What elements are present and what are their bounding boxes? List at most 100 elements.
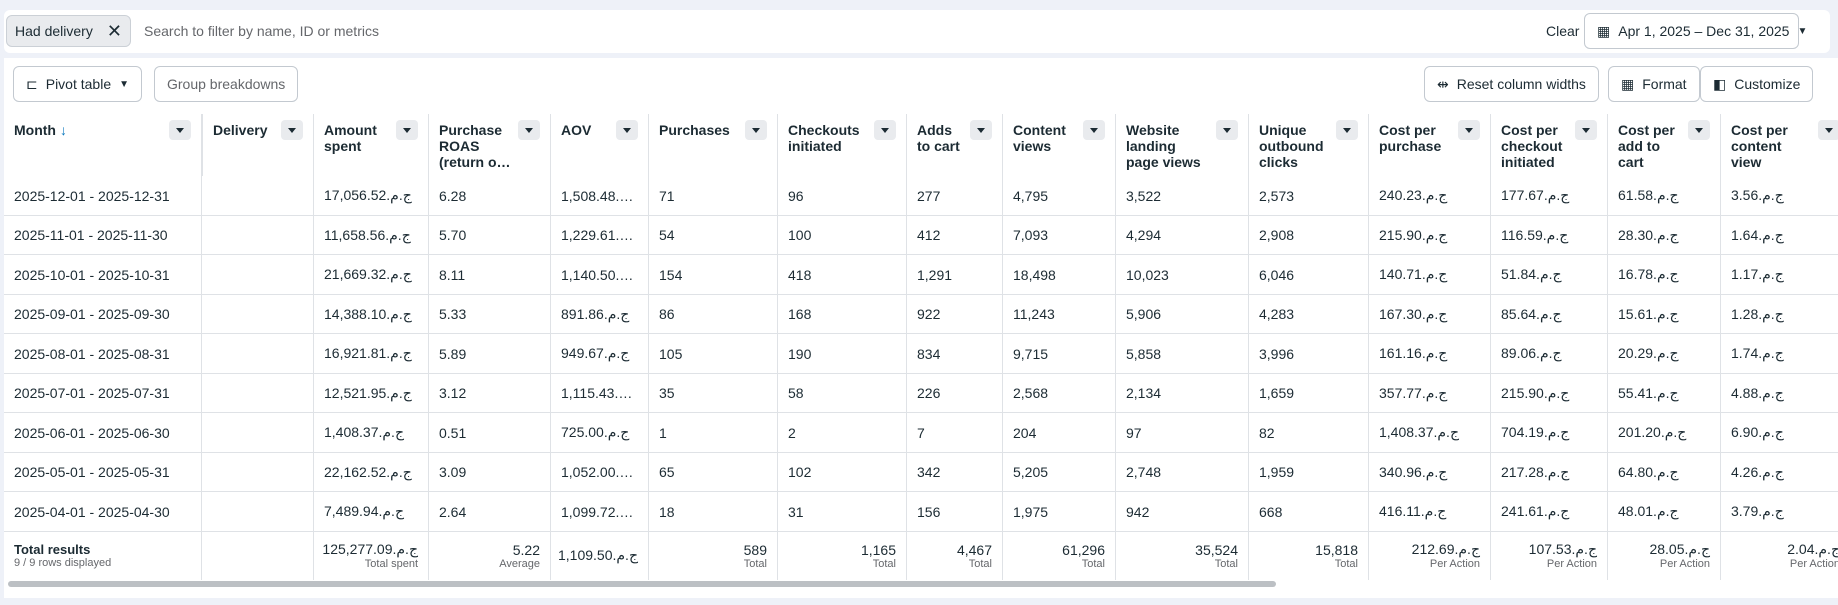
table-cell: 6.28 [429, 176, 551, 216]
column-menu[interactable] [970, 120, 992, 140]
header-label: AOV [561, 122, 592, 138]
column-menu[interactable] [1083, 120, 1105, 140]
total-cell: 107.53.ج.م Per Action [1491, 531, 1608, 580]
table-cell: 725.00.ج.م [551, 413, 649, 453]
total-value: 4,467 [956, 541, 992, 558]
delivery-cell [202, 492, 314, 532]
column-menu[interactable] [169, 120, 191, 140]
delivery-cell [202, 215, 314, 255]
column-menu[interactable] [1575, 120, 1597, 140]
total-label: Total [1214, 557, 1238, 570]
table-cell: 31 [778, 492, 907, 532]
table-cell: 177.67.ج.م [1491, 176, 1608, 216]
table-cell: 6.90.ج.م [1721, 413, 1838, 453]
table-cell: 105 [649, 334, 778, 374]
header-label: Delivery [213, 122, 268, 138]
total-cell: 125,277.09.ج.م Total spent [314, 531, 429, 580]
column-menu[interactable] [1688, 120, 1710, 140]
column-menu[interactable] [616, 120, 638, 140]
column-header: Unique outbound clicks [1249, 114, 1369, 176]
table-cell: 102 [778, 452, 907, 492]
table-cell: 2 [778, 413, 907, 453]
table-cell: 2025-11-01 - 2025-11-30 [4, 215, 202, 255]
total-cell: 61,296 Total [1003, 531, 1116, 580]
total-label: Total [968, 557, 992, 570]
table-cell: 161.16.ج.م [1369, 334, 1491, 374]
delivery-cell [202, 334, 314, 374]
column-menu[interactable] [1458, 120, 1480, 140]
label: Reset column widths [1456, 76, 1586, 92]
clear-button[interactable]: Clear [1546, 23, 1580, 39]
table-row [4, 413, 1838, 453]
table-cell: 7,489.94.ج.م [314, 492, 429, 532]
icon: ▦ [1621, 75, 1635, 92]
column-menu[interactable] [745, 120, 767, 140]
table-cell: 204 [1003, 413, 1116, 453]
table-cell: 668 [1249, 492, 1369, 532]
table-cell: 2025-10-01 - 2025-10-31 [4, 255, 202, 295]
caret: ▼ [119, 78, 130, 90]
scrollbar[interactable] [8, 581, 1276, 587]
table-cell: 64.80.ج.م [1608, 452, 1721, 492]
header-label: Content views [1013, 122, 1066, 154]
label: Format [1642, 76, 1687, 92]
total-value: 2.04.ج.م [1787, 541, 1838, 557]
table-cell: 357.77.ج.م [1369, 373, 1491, 413]
total-label: Total [1081, 557, 1105, 570]
table-cell: 6,046 [1249, 255, 1369, 295]
table-cell: 5.70 [429, 215, 551, 255]
filter-chip[interactable]: Had delivery ✕ [6, 15, 131, 47]
table-cell: 21,669.32.ج.م [314, 255, 429, 295]
table-row [4, 255, 1838, 295]
table-cell: 1.28.ج.م [1721, 295, 1838, 335]
table-cell: 1,959 [1249, 452, 1369, 492]
table-cell: 2,568 [1003, 373, 1116, 413]
column-menu[interactable] [396, 120, 418, 140]
table-cell: 1,408.37.ج.م [1369, 413, 1491, 453]
table-cell: 4,283 [1249, 294, 1369, 334]
column-menu[interactable] [874, 120, 896, 140]
chip-close[interactable]: ✕ [106, 20, 122, 41]
total-value: 1,165 [860, 541, 896, 558]
table-cell: 11,658.56.ج.م [314, 215, 429, 255]
table-cell: 82 [1249, 413, 1369, 453]
column-header: Website landing page views [1116, 114, 1249, 176]
table-cell: 17,056.52.ج.م [314, 176, 429, 216]
column-menu[interactable] [281, 120, 303, 140]
table-row [4, 216, 1838, 255]
table-cell: 5.33 [429, 294, 551, 334]
total-title: Total results [14, 542, 91, 557]
column-menu[interactable] [1216, 120, 1238, 140]
header-label: Cost per checkout initiated [1501, 122, 1563, 170]
customize-button[interactable]: ◧ Customize [1700, 66, 1814, 102]
total-label: Average [499, 557, 540, 570]
format-button[interactable]: ▦ Format [1608, 66, 1700, 102]
table-cell: 704.19.ج.م [1491, 413, 1608, 453]
pivot-button[interactable]: ⊏ Pivot table ▼ [13, 66, 143, 102]
search-input[interactable]: Search to filter by name, ID or metrics [144, 23, 379, 39]
table-cell: 167.30.ج.م [1369, 294, 1491, 334]
table-cell: 20.29.ج.م [1608, 334, 1721, 374]
total-label: Total [872, 557, 896, 570]
header-label: Cost per add to cart [1618, 122, 1675, 170]
table-cell: 342 [907, 452, 1003, 492]
table-cell: 154 [649, 255, 778, 295]
table-cell: 5.89 [429, 334, 551, 374]
table-cell: 2025-07-01 - 2025-07-31 [4, 373, 202, 413]
group-button[interactable]: Group breakdowns [154, 66, 299, 102]
table-cell: 1,229.61.… [551, 215, 649, 255]
reset-button[interactable]: ⇹ Reset column widths [1424, 66, 1599, 102]
column-menu[interactable] [1336, 120, 1358, 140]
delivery-cell [202, 413, 314, 453]
date-picker[interactable]: ▦ Apr 1, 2025 – Dec 31, 2025 ▼ [1584, 13, 1807, 49]
column-menu[interactable] [518, 120, 540, 140]
table-cell: 277 [907, 176, 1003, 216]
header-label: Checkouts initiated [788, 122, 860, 154]
column-menu[interactable] [1818, 120, 1838, 140]
table-cell: 2,134 [1116, 373, 1249, 413]
column-header: Cost per content view [1721, 114, 1838, 176]
table-cell: 48.01.ج.م [1608, 492, 1721, 532]
icon: ⊏ [26, 75, 38, 92]
table-cell: 9,715 [1003, 334, 1116, 374]
